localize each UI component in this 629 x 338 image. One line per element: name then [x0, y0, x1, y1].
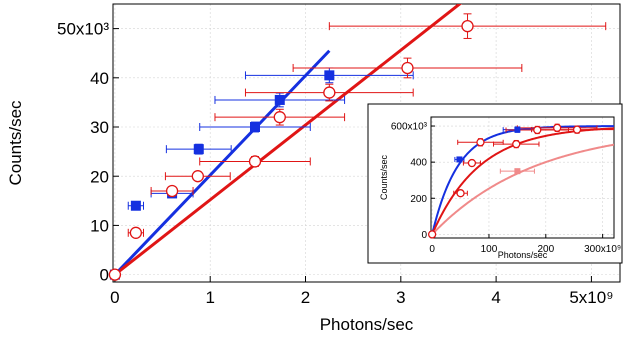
data-point-circle: [129, 226, 143, 239]
y-tick-label: 10: [90, 217, 109, 236]
plot-frame: [430, 116, 615, 239]
inset-chart: 0 100 200 300x10⁹ 0 200 400 600x10³ Photons/sec C…: [367, 103, 623, 264]
y-tick-label: 400: [410, 158, 427, 169]
data-point-circle: [248, 155, 262, 168]
data-point-circle: [512, 139, 521, 149]
fit-line: [113, 49, 331, 276]
data-point-circle: [476, 138, 485, 147]
data-point-circle: [456, 189, 465, 198]
y-axis-title: Counts/sec: [379, 154, 389, 200]
y-axis-title: Counts/sec: [6, 100, 25, 186]
x-tick-label: 4: [491, 288, 500, 307]
data-point-circle: [273, 111, 286, 124]
data-point-square: [274, 94, 285, 105]
y-tick-label: 50x10³: [57, 20, 109, 39]
data-point-square: [324, 70, 335, 81]
saturation-curve: [431, 127, 614, 235]
x-tick-label: 200: [537, 244, 554, 255]
y-tick-label: 600x10³: [391, 122, 428, 133]
y-tick-label: 20: [90, 167, 109, 186]
x-tick-label: 100: [481, 244, 498, 255]
data-point-square: [514, 126, 521, 133]
x-tick-label: 2: [301, 288, 310, 307]
data-point-square: [249, 122, 260, 133]
x-tick-label: 3: [396, 288, 405, 307]
data-point-circle: [572, 125, 582, 134]
x-tick-label: 300x10⁹: [584, 244, 621, 255]
data-point-square: [193, 144, 204, 155]
x-axis-title: Photons/sec: [320, 315, 414, 334]
data-point-circle: [165, 184, 179, 198]
y-tick-label: 0: [100, 266, 109, 285]
data-point-circle: [108, 268, 122, 281]
data-point-square: [514, 168, 521, 175]
data-point-circle: [401, 61, 414, 75]
data-point-square: [130, 200, 141, 211]
x-tick-label: 5x10⁹: [569, 288, 613, 307]
x-tick-label: 0: [110, 288, 119, 307]
y-tick-label: 30: [90, 118, 109, 137]
x-axis-title: Photons/sec: [498, 250, 548, 260]
data-point-circle: [533, 125, 542, 135]
y-tick-label: 200: [410, 194, 427, 205]
main-chart: 0 1 2 3 4 5x10⁹ 0 10 20 30 40 50x10³ Photons/sec Coun…: [6, 3, 621, 334]
data-point-circle: [461, 19, 474, 33]
data-point-square: [456, 156, 463, 163]
y-tick-label: 40: [90, 69, 109, 88]
data-point-circle: [553, 123, 562, 132]
data-point-circle: [191, 170, 204, 183]
data-point-circle: [467, 158, 477, 168]
x-tick-label: 1: [205, 288, 214, 307]
x-tick-label: 0: [429, 244, 435, 255]
fit-line: [113, 4, 463, 276]
y-tick-label: 0: [421, 230, 427, 241]
data-point-circle: [427, 230, 437, 239]
data-point-circle: [323, 86, 336, 99]
